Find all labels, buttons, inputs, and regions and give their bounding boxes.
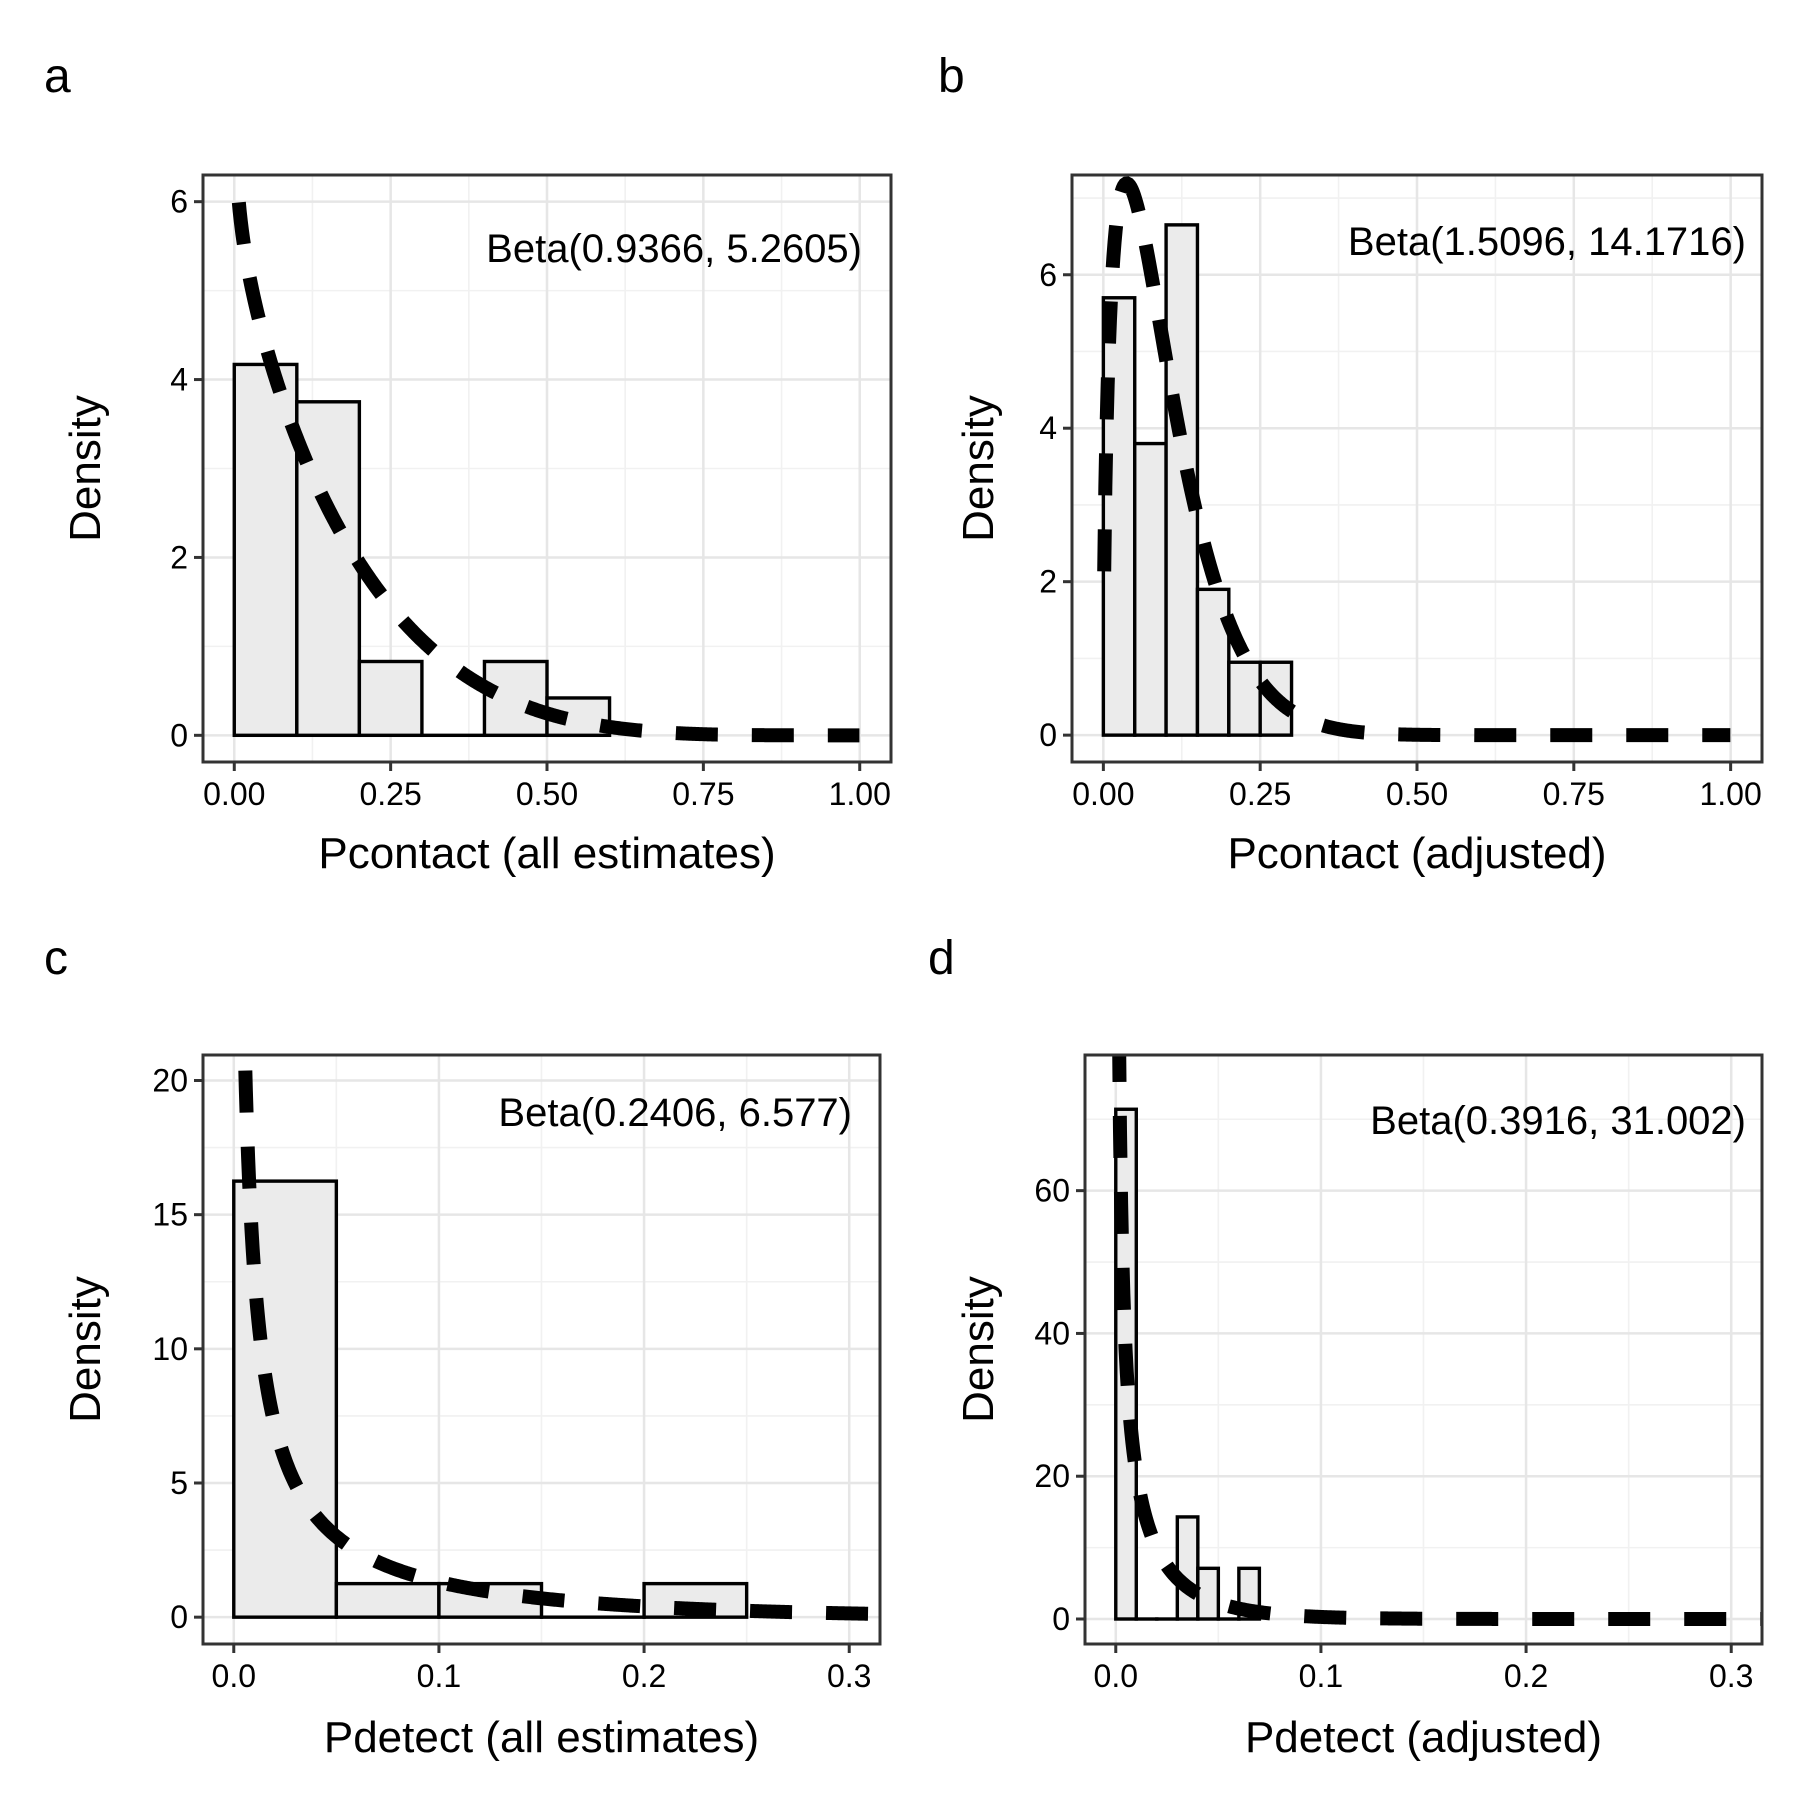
histogram-bar	[1133, 441, 1168, 737]
beta-density-curve	[1097, 176, 1731, 743]
y-tick-label: 2	[170, 539, 188, 575]
panel-b: 0.00 0.25 0.50 0.75 1.00 0 2 4 6 Pcontact (adjust…	[938, 50, 1764, 878]
beta-density-curve	[229, 175, 860, 743]
histogram	[232, 362, 612, 738]
x-axis-title: Pcontact (all estimates)	[318, 829, 775, 878]
y-tick-label: 0	[170, 717, 188, 753]
histogram-bar	[1196, 1566, 1221, 1621]
y-tick-label: 6	[1039, 257, 1057, 293]
beta-density-curve	[237, 1055, 879, 1621]
panel-tag: a	[44, 50, 71, 103]
y-tick-label: 10	[152, 1331, 188, 1367]
x-tick-label: 0.00	[1072, 776, 1134, 812]
x-tick-label: 0.3	[1709, 1658, 1753, 1694]
y-tick-label: 4	[1039, 410, 1057, 446]
panel-a: 0.00 0.25 0.50 0.75 1.00 0 2 4 6 Pcontact (all es…	[44, 50, 893, 878]
y-tick-label: 20	[1034, 1458, 1070, 1494]
x-tick-label: 0.25	[359, 776, 421, 812]
y-axis-title: Density	[954, 1276, 1003, 1423]
x-axis-title: Pdetect (all estimates)	[324, 1713, 759, 1762]
beta-fit-label: Beta(0.3916, 31.002)	[1370, 1099, 1746, 1143]
x-tick-label: 0.50	[516, 776, 578, 812]
beta-density-curve	[1112, 1055, 1761, 1627]
histogram-bar	[482, 659, 549, 738]
x-tick-label: 1.00	[1699, 776, 1761, 812]
histogram-bar	[1195, 587, 1231, 737]
y-tick-label: 4	[170, 362, 188, 398]
y-tick-label: 5	[170, 1465, 188, 1501]
x-tick-label: 1.00	[829, 776, 891, 812]
x-tick-label: 0.0	[212, 1658, 256, 1694]
x-tick-label: 0.50	[1386, 776, 1448, 812]
x-tick-label: 0.1	[1299, 1658, 1343, 1694]
panel-tag: b	[938, 50, 965, 103]
y-axis-title: Density	[61, 395, 110, 542]
x-tick-label: 0.3	[827, 1658, 871, 1694]
y-tick-label: 60	[1034, 1173, 1070, 1209]
y-tick-label: 2	[1039, 564, 1057, 600]
plot-frame	[1083, 1053, 1764, 1646]
y-axis-title: Density	[954, 395, 1003, 542]
y-tick-label: 0	[1039, 717, 1057, 753]
x-tick-label: 0.75	[1543, 776, 1605, 812]
histogram-bar	[1227, 660, 1262, 737]
beta-fit-label: Beta(0.2406, 6.577)	[498, 1091, 852, 1135]
x-tick-label: 0.75	[672, 776, 734, 812]
x-tick-label: 0.2	[622, 1658, 666, 1694]
beta-fit-label: Beta(1.5096, 14.1716)	[1348, 220, 1746, 264]
histogram-bar	[334, 1581, 441, 1619]
histogram	[1114, 1107, 1262, 1621]
y-axis-title: Density	[61, 1276, 110, 1423]
x-axis-title: Pdetect (adjusted)	[1245, 1713, 1602, 1762]
histogram-bar	[1175, 1515, 1200, 1621]
panel-tag: c	[44, 932, 68, 985]
beta-fit-label: Beta(0.9366, 5.2605)	[486, 227, 862, 271]
y-tick-label: 6	[170, 184, 188, 220]
x-tick-label: 0.2	[1504, 1658, 1548, 1694]
x-tick-label: 0.00	[203, 776, 265, 812]
histogram-bar	[232, 362, 299, 738]
panel-d: 0.0 0.1 0.2 0.3 0 20 40 60 Pdetect (adjusted) Den…	[928, 932, 1764, 1762]
panel-tag: d	[928, 932, 955, 985]
y-tick-label: 20	[152, 1062, 188, 1098]
histogram-bar	[357, 659, 424, 738]
y-tick-label: 40	[1034, 1315, 1070, 1351]
y-tick-label: 0	[170, 1599, 188, 1635]
y-tick-label: 15	[152, 1197, 188, 1233]
histogram-bar	[1101, 296, 1137, 737]
histogram	[232, 1179, 749, 1619]
x-tick-label: 0.1	[417, 1658, 461, 1694]
y-tick-label: 0	[1052, 1601, 1070, 1637]
grid	[1085, 1055, 1762, 1644]
x-tick-label: 0.0	[1094, 1658, 1138, 1694]
x-axis-title: Pcontact (adjusted)	[1227, 829, 1606, 878]
panel-c: 0.0 0.1 0.2 0.3 0 5 10 15 20 Pdetect (all estimat…	[44, 932, 882, 1762]
x-tick-label: 0.25	[1229, 776, 1291, 812]
